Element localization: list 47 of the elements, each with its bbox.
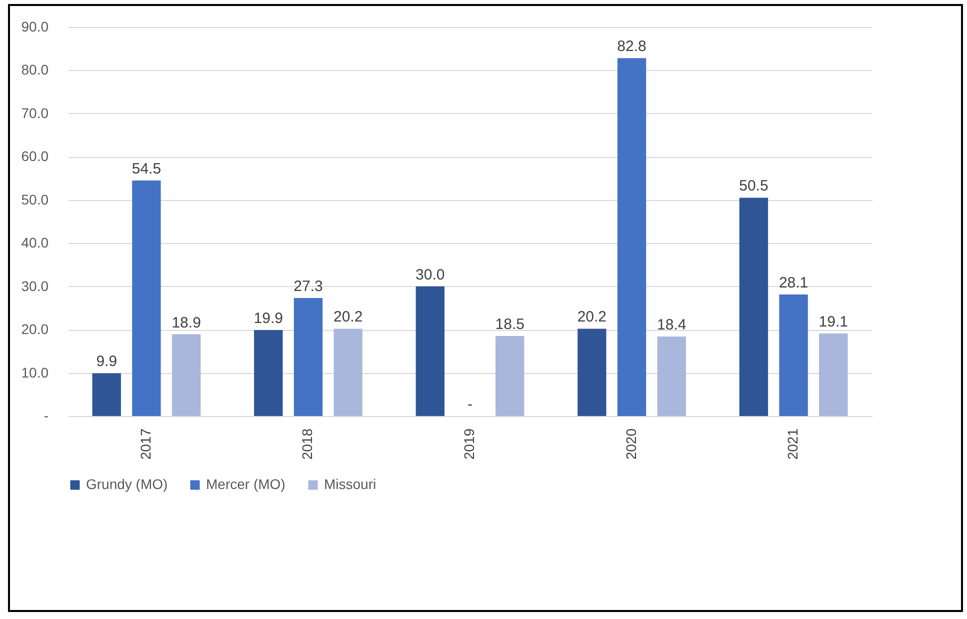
legend-label: Missouri (324, 476, 376, 492)
bar (578, 328, 606, 416)
data-label: 19.1 (818, 313, 848, 330)
y-tick-label: 50.0 (21, 191, 49, 208)
x-tick-label: 2021 (784, 428, 801, 460)
bar (334, 328, 362, 416)
x-tick-label: 2019 (461, 428, 477, 460)
bar (779, 294, 808, 416)
data-label: 18.4 (657, 316, 686, 334)
data-label: 20.2 (333, 308, 363, 326)
y-tick-label: - (44, 408, 49, 424)
bar (132, 180, 161, 416)
bar (739, 198, 768, 416)
y-tick-label: 60.0 (21, 148, 49, 164)
legend-label: Mercer (MO) (206, 476, 286, 492)
bar (819, 333, 848, 416)
y-tick-label: 70.0 (21, 104, 49, 121)
y-tick-label: 40.0 (21, 234, 49, 251)
data-label: - (468, 396, 472, 413)
x-tick-label: 2018 (299, 428, 316, 460)
data-label: 30.0 (416, 266, 445, 284)
y-tick-label: 80.0 (21, 62, 49, 78)
bar (657, 336, 686, 416)
y-tick-label: 30.0 (21, 278, 49, 294)
y-tick-label: 10.0 (21, 364, 49, 380)
bar (294, 298, 323, 416)
x-tick-label: 2020 (622, 428, 639, 460)
data-label: 9.9 (96, 353, 118, 370)
data-label: 54.5 (132, 160, 162, 178)
data-label: 82.8 (617, 38, 646, 56)
x-tick-label: 2017 (137, 428, 154, 460)
data-label: 18.5 (495, 316, 524, 334)
legend-label: Grundy (MO) (86, 476, 168, 492)
data-label: 28.1 (778, 274, 808, 292)
data-label: 27.3 (294, 278, 323, 296)
bar (416, 286, 444, 416)
bar (496, 336, 524, 416)
data-label: 20.2 (577, 308, 607, 326)
bar (254, 330, 283, 416)
bar (617, 58, 646, 416)
bar (172, 334, 201, 416)
y-tick-label: 20.0 (21, 321, 49, 338)
data-label: 19.9 (254, 310, 283, 327)
y-tick-label: 90.0 (21, 18, 49, 34)
data-label: 50.5 (739, 178, 768, 195)
bar (92, 373, 121, 416)
data-label: 18.9 (172, 314, 201, 332)
